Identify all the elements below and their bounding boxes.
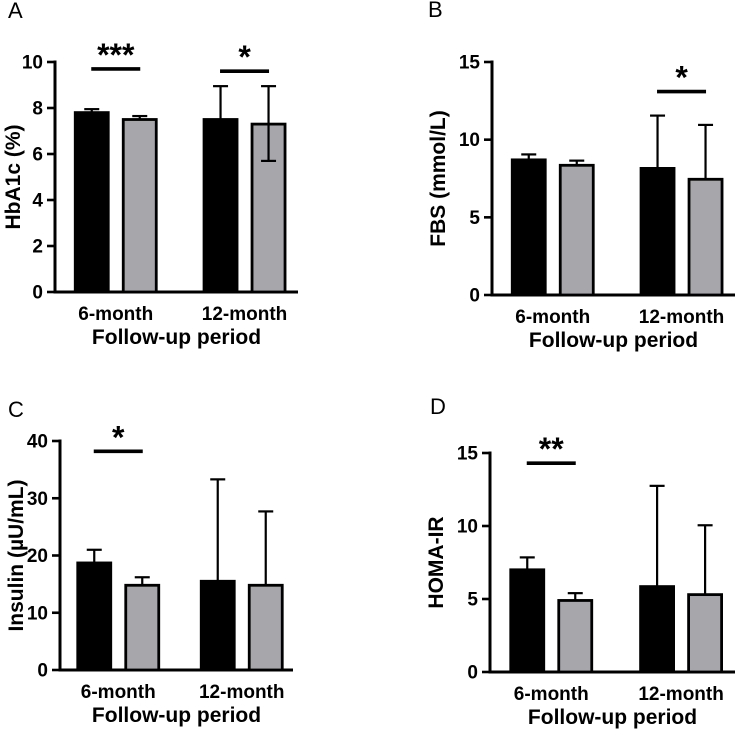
significance-stars: *: [675, 60, 688, 96]
y-tick-label: 4: [32, 191, 43, 212]
y-tick-label: 5: [469, 208, 480, 229]
panel-b: 0 5 10 15 FBS (mmol/L) 6-month 12-month Follow-…: [375, 0, 750, 365]
panel-a: 0 2 4 6 8 10 HbA1c (%) 6-month 12-month Follow-up…: [0, 0, 375, 365]
panel-letter: A: [8, 0, 23, 23]
x-category-label: 6-month: [78, 304, 153, 325]
chart-hba1c: 0 2 4 6 8 10 HbA1c (%) 6-month 12-monthFollow-up…: [2, 0, 298, 349]
bar-black-12-month: [639, 167, 676, 297]
y-tick-label: 20: [27, 546, 48, 567]
y-axis-title: HOMA-IR: [425, 516, 448, 608]
y-tick-label: 5: [467, 590, 478, 611]
y-tick-label: 10: [27, 603, 48, 624]
panel-c: 0 10 20 30 40 Insulin (µU/mL) 6-month 12-month F…: [0, 365, 375, 731]
bar-gray-6-month: [558, 163, 595, 297]
panel-letter: D: [430, 394, 446, 419]
panel-d: 0 5 10 15 HOMA-IR 6-month 12-month Follow-up pe…: [375, 365, 750, 731]
x-category-label: 6-month: [81, 682, 156, 703]
y-tick-label: 10: [459, 130, 480, 151]
y-tick-label: 0: [32, 283, 43, 304]
bar-gray-6-month: [121, 118, 158, 294]
y-tick-label: 10: [457, 517, 478, 538]
bar-gray-12-month: [687, 593, 724, 674]
bar-gray-6-month: [124, 583, 161, 672]
y-axis-title: HbA1c (%): [2, 124, 25, 229]
x-category-label: 12-month: [638, 684, 724, 705]
y-tick-label: 40: [27, 432, 48, 453]
y-tick-label: 15: [459, 53, 481, 74]
y-tick-label: 15: [457, 444, 479, 465]
y-tick-label: 2: [32, 237, 43, 258]
bar-gray-6-month: [557, 599, 594, 674]
x-category-label: 12-month: [639, 307, 725, 328]
y-tick-label: 10: [22, 53, 43, 74]
chart-fbs: 0 5 10 15 FBS (mmol/L) 6-month 12-monthFollow-…: [427, 0, 735, 352]
significance-stars: *: [238, 39, 251, 75]
bar-black-6-month: [76, 561, 113, 672]
panel-letter: B: [428, 0, 443, 22]
bar-gray-12-month: [687, 177, 724, 297]
bar-black-12-month: [199, 579, 236, 672]
significance-stars: **: [539, 431, 564, 467]
y-axis-title: FBS (mmol/L): [427, 110, 450, 247]
chart-insulin: 0 10 20 30 40 Insulin (µU/mL) 6-month 12-monthF…: [5, 397, 293, 727]
y-axis-title: Insulin (µU/mL): [5, 479, 28, 631]
x-category-label: 12-month: [202, 304, 288, 325]
x-axis-title: Follow-up period: [92, 326, 261, 349]
x-category-label: 6-month: [514, 684, 589, 705]
significance-stars: *: [112, 419, 125, 455]
panel-letter: C: [8, 397, 24, 422]
y-tick-label: 30: [27, 489, 48, 510]
bar-black-6-month: [510, 158, 547, 297]
bar-black-6-month: [73, 111, 110, 294]
x-axis-title: Follow-up period: [528, 706, 697, 729]
bar-black-6-month: [509, 568, 546, 674]
x-axis-title: Follow-up period: [92, 704, 261, 727]
bar-gray-12-month: [247, 583, 284, 672]
significance-stars: ***: [97, 37, 135, 73]
y-tick-label: 0: [469, 286, 480, 307]
bar-black-12-month: [639, 585, 676, 674]
x-axis-title: Follow-up period: [529, 329, 698, 352]
bar-black-12-month: [202, 118, 239, 294]
y-tick-label: 6: [32, 145, 43, 166]
y-tick-label: 0: [37, 661, 48, 682]
x-category-label: 12-month: [199, 682, 285, 703]
x-category-label: 6-month: [515, 307, 590, 328]
y-tick-label: 0: [467, 663, 478, 684]
y-tick-label: 8: [32, 99, 43, 120]
